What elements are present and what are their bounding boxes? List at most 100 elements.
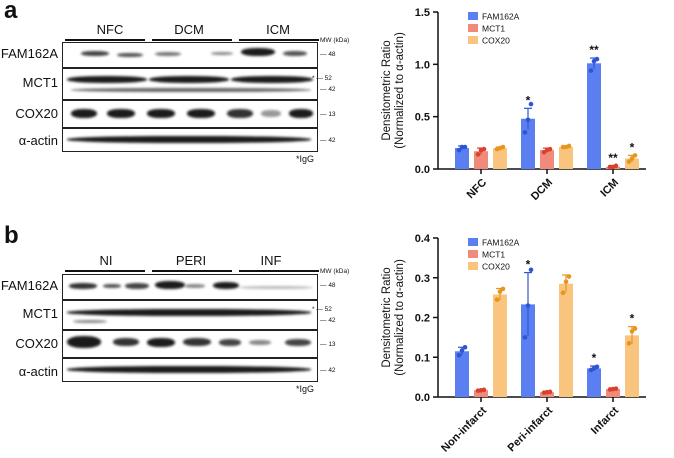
significance-star: * [526, 258, 531, 272]
data-point [481, 146, 487, 152]
data-point [547, 389, 553, 395]
data-point [525, 117, 531, 123]
bar-mct1 [474, 390, 488, 397]
data-point [462, 345, 468, 350]
mw-marker: — 13 [320, 341, 336, 348]
panel-letter-a: a [4, 0, 18, 24]
data-point [626, 341, 632, 346]
group-underline [152, 39, 232, 41]
western-blot-cox20 [62, 100, 318, 128]
bar-cox20 [493, 294, 507, 397]
y-tick-label: 0.3 [415, 273, 430, 285]
legend-swatch [468, 250, 478, 258]
panel-letter-b: b [4, 222, 19, 249]
y-tick-label: 0.5 [415, 112, 430, 124]
y-axis-label-sub: (Normalized to α-actin) [394, 259, 406, 376]
bar-fam162a [455, 148, 469, 169]
legend-label: COX20 [482, 36, 510, 46]
data-point [462, 144, 468, 150]
row-label-alpha-actin: α-actin [18, 364, 58, 379]
bar-mct1 [540, 150, 554, 169]
legend-swatch [468, 12, 478, 20]
data-point [629, 329, 635, 334]
bar-cox20 [625, 158, 639, 169]
row-label-cox20: COX20 [15, 336, 58, 351]
data-point [500, 286, 506, 292]
row-label-alpha-actin: α-actin [18, 133, 58, 148]
bar-cox20 [559, 147, 573, 169]
x-tick-label: Peri-infarct [506, 404, 556, 454]
group-label-peri: PERI [175, 253, 207, 268]
bar-chart-b: 0.0 0.1 0.2 0.3 0.4 Densitometric Ratio (Norma… [381, 233, 646, 455]
bar-cox20 [493, 148, 507, 169]
group-underline [65, 270, 145, 272]
y-axis-label-sub: (Normalized to α-actin) [394, 32, 406, 149]
y-axis-label: Densitometric Ratio [381, 267, 393, 367]
mw-header: MW (kDa) [320, 268, 350, 275]
mw-marker: — 42 [320, 137, 336, 144]
mw-marker: — 48 [320, 282, 336, 289]
mw-marker-igg: * — 52 [312, 306, 332, 313]
legend-label: FAM162A [482, 12, 520, 22]
western-blot-alpha-actin [62, 128, 318, 152]
group-label-nfc: NFC [96, 22, 124, 37]
row-label-mct1: MCT1 [22, 75, 58, 90]
bar-fam162a [455, 351, 469, 397]
western-blot-fam162a [62, 274, 318, 300]
significance-star: ** [589, 43, 599, 57]
legend-swatch [468, 262, 478, 270]
data-point [632, 153, 638, 158]
data-point [626, 159, 632, 164]
mw-marker: — 42 [320, 367, 336, 374]
western-blot-alpha-actin [62, 358, 318, 382]
legend-label: MCT1 [482, 24, 505, 34]
bar-fam162a [521, 304, 535, 397]
y-tick-label: 1.5 [415, 7, 430, 19]
legend-swatch [468, 36, 478, 44]
data-point [525, 303, 531, 308]
data-point [475, 152, 481, 157]
row-label-cox20: COX20 [15, 106, 58, 121]
western-blot-mct1 [62, 300, 318, 330]
y-tick-label: 0.4 [415, 233, 431, 245]
bar-chart-a: 0.0 0.5 1.0 1.5 Densitometric Ratio (Normaliz… [381, 7, 646, 203]
data-point [563, 279, 569, 285]
bar-fam162a [587, 63, 601, 169]
legend-label: MCT1 [482, 250, 505, 260]
y-tick-label: 0.1 [415, 352, 430, 364]
mw-marker: — 13 [320, 111, 336, 118]
western-blot-mct1 [62, 68, 318, 100]
group-underline [152, 270, 232, 272]
data-point [522, 335, 528, 340]
y-tick-label: 0.0 [415, 392, 430, 404]
data-point [594, 364, 600, 370]
row-label-fam162a: FAM162A [0, 278, 58, 293]
data-point [500, 144, 506, 150]
data-point [594, 56, 600, 62]
group-label-icm: ICM [266, 22, 290, 37]
y-tick-label: 0.2 [415, 313, 430, 325]
significance-star: * [630, 140, 635, 154]
data-point [613, 163, 619, 169]
mw-marker-igg: * — 52 [312, 75, 332, 82]
western-blot-fam162a [62, 42, 318, 68]
group-label-dcm: DCM [174, 22, 204, 37]
significance-star: * [592, 351, 597, 365]
group-underline [239, 270, 319, 272]
data-point [522, 130, 528, 135]
data-point [560, 290, 566, 296]
igg-footnote: *IgG [296, 384, 315, 394]
row-label-fam162a: FAM162A [0, 46, 58, 61]
y-tick-label: 0.0 [415, 164, 430, 176]
igg-footnote: *IgG [296, 154, 315, 164]
significance-star: ** [608, 151, 618, 165]
legend-swatch [468, 238, 478, 246]
x-tick-label: Non-infarct [439, 404, 489, 454]
data-point [547, 146, 553, 152]
data-point [456, 147, 462, 153]
bar-cox20 [559, 283, 573, 397]
bar-mct1 [606, 389, 620, 397]
data-point [629, 156, 635, 161]
data-point [566, 274, 572, 279]
x-tick-label: ICM [598, 177, 621, 200]
